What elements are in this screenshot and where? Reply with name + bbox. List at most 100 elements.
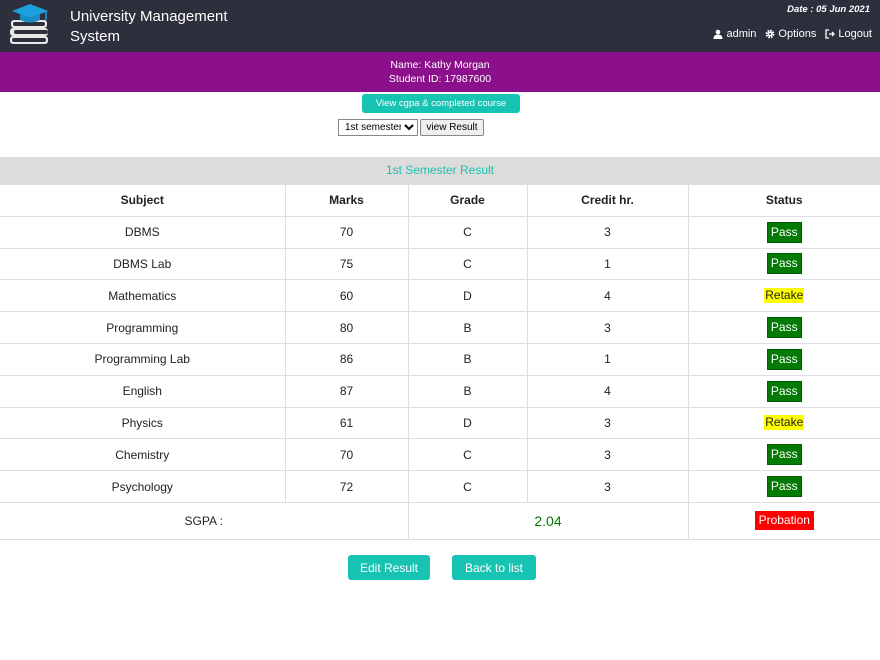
grade-cell: B (407, 374, 528, 408)
grade-cell: C (407, 215, 528, 249)
result-table: Subject Marks Grade Credit hr. Status DB… (0, 184, 880, 540)
nav-options[interactable]: Options (765, 28, 816, 40)
marks-cell: 72 (284, 470, 409, 503)
status-cell: Pass (687, 374, 880, 408)
view-result-button[interactable]: view Result (420, 119, 484, 136)
gear-icon (766, 29, 775, 39)
semester-select[interactable]: 1st semester (338, 119, 418, 136)
nav-admin[interactable]: admin (713, 28, 756, 40)
table-row: English 87 B 4 Pass (0, 374, 880, 408)
credit-cell: 3 (526, 215, 689, 249)
probation-badge: Probation (754, 511, 814, 531)
column-header-grade: Grade (407, 184, 528, 217)
column-header-subject: Subject (0, 184, 286, 217)
grade-cell: D (407, 279, 528, 313)
pass-badge: Pass (766, 221, 802, 243)
subject-cell: Programming Lab (0, 342, 286, 376)
view-cgpa-button[interactable]: View cgpa & completed course (362, 94, 520, 113)
status-cell: Retake (687, 279, 880, 313)
retake-badge: Retake (764, 415, 805, 431)
marks-cell: 61 (284, 406, 409, 440)
credit-cell: 4 (526, 374, 689, 408)
grade-cell: B (407, 342, 528, 376)
marks-cell: 80 (284, 311, 409, 344)
column-header-credit: Credit hr. (526, 184, 689, 217)
subject-cell: Mathematics (0, 279, 286, 313)
credit-cell: 3 (526, 438, 689, 472)
result-title: 1st Semester Result (0, 157, 880, 184)
table-row: DBMS 70 C 3 Pass (0, 215, 880, 249)
pass-badge: Pass (766, 444, 802, 466)
table-row: Chemistry 70 C 3 Pass (0, 438, 880, 472)
pass-badge: Pass (766, 380, 802, 402)
sgpa-row: SGPA : 2.04 Probation (0, 501, 880, 540)
marks-cell: 87 (284, 374, 409, 408)
table-row: Psychology 72 C 3 Pass (0, 470, 880, 503)
app-title-line1: University Management (70, 8, 228, 25)
retake-badge: Retake (764, 288, 805, 304)
logout-icon (825, 29, 836, 39)
current-date: Date : 05 Jun 2021 (787, 4, 870, 15)
subject-cell: DBMS Lab (0, 247, 286, 281)
table-row: DBMS Lab 75 C 1 Pass (0, 247, 880, 281)
column-header-marks: Marks (284, 184, 409, 217)
credit-cell: 3 (526, 311, 689, 344)
student-name: Name: Kathy Morgan (390, 59, 490, 71)
result-table-body: DBMS 70 C 3 Pass DBMS Lab 75 C 1 Pass Mathematics 6… (0, 215, 880, 503)
credit-cell: 1 (526, 342, 689, 376)
subject-cell: Chemistry (0, 438, 286, 472)
status-cell: Pass (687, 247, 880, 281)
status-cell: Pass (687, 342, 880, 376)
subject-cell: English (0, 374, 286, 408)
sgpa-value: 2.04 (534, 512, 562, 529)
subject-cell: Programming (0, 311, 286, 344)
grade-cell: C (407, 247, 528, 281)
grade-cell: D (407, 406, 528, 440)
pass-badge: Pass (766, 476, 802, 498)
credit-cell: 1 (526, 247, 689, 281)
table-row: Programming 80 B 3 Pass (0, 311, 880, 344)
table-row: Programming Lab 86 B 1 Pass (0, 342, 880, 376)
header-nav: admin Options Logout (713, 28, 872, 40)
nav-logout[interactable]: Logout (825, 28, 872, 40)
student-id: Student ID: 17987600 (388, 73, 492, 85)
status-cell: Pass (687, 311, 880, 344)
marks-cell: 70 (284, 438, 409, 472)
table-row: Mathematics 60 D 4 Retake (0, 279, 880, 313)
subject-cell: DBMS (0, 215, 286, 249)
status-cell: Pass (687, 438, 880, 472)
grade-cell: C (407, 438, 528, 472)
app-title: University Management System (70, 7, 270, 47)
marks-cell: 75 (284, 247, 409, 281)
pass-badge: Pass (766, 253, 802, 275)
credit-cell: 4 (526, 279, 689, 313)
student-info-banner: Name: Kathy Morgan Student ID: 17987600 (0, 52, 880, 92)
credit-cell: 3 (526, 406, 689, 440)
grade-cell: B (407, 311, 528, 344)
subject-cell: Psychology (0, 470, 286, 503)
nav-logout-label: Logout (838, 28, 872, 40)
marks-cell: 70 (284, 215, 409, 249)
nav-options-label: Options (778, 28, 817, 40)
marks-cell: 86 (284, 342, 409, 376)
nav-admin-label: admin (726, 28, 757, 40)
pass-badge: Pass (766, 348, 802, 370)
sgpa-value-cell: 2.04 (407, 501, 689, 540)
status-cell: Retake (687, 406, 880, 440)
table-header-row: Subject Marks Grade Credit hr. Status (0, 184, 880, 217)
edit-result-button[interactable]: Edit Result (348, 555, 430, 580)
column-header-status: Status (687, 184, 880, 217)
pass-badge: Pass (766, 317, 802, 339)
table-row: Physics 61 D 3 Retake (0, 406, 880, 440)
status-cell: Pass (687, 215, 880, 249)
sgpa-label: SGPA : (0, 501, 409, 540)
graduation-cap-books-logo-icon (10, 4, 48, 44)
marks-cell: 60 (284, 279, 409, 313)
user-icon (713, 29, 723, 39)
back-to-list-button[interactable]: Back to list (452, 555, 536, 580)
subject-cell: Physics (0, 406, 286, 440)
grade-cell: C (407, 470, 528, 503)
top-header: University Management System Date : 05 J… (0, 0, 880, 52)
app-title-line2: System (70, 28, 121, 45)
sgpa-status-cell: Probation (687, 501, 880, 540)
